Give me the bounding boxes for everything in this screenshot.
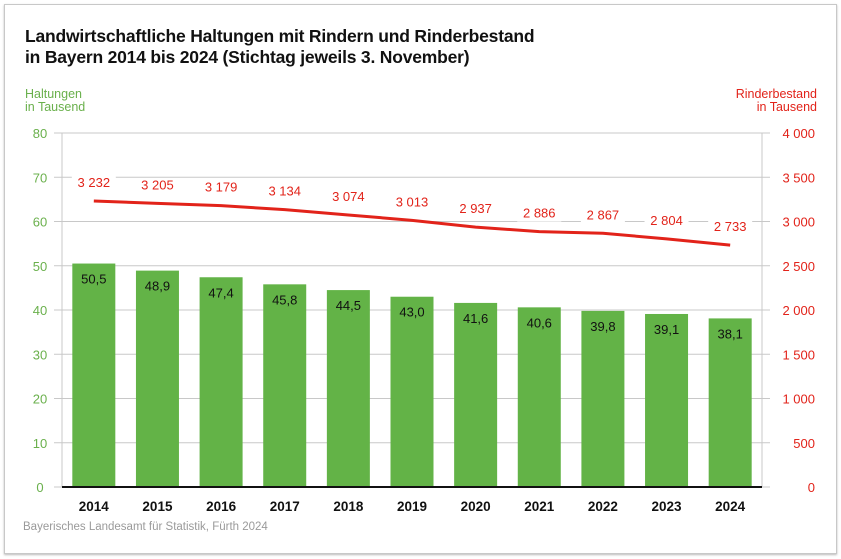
left-tick-label: 70 (33, 170, 47, 185)
bar-2015 (135, 270, 179, 487)
line-label-background (71, 175, 116, 191)
right-tick-label: 2 000 (782, 303, 815, 318)
line-label-background (644, 213, 689, 229)
line-value-label: 2 804 (650, 213, 683, 228)
line-value-label: 3 013 (396, 194, 429, 209)
line-label-background (517, 206, 562, 222)
line-value-label: 2 867 (587, 207, 620, 222)
chart-title: Landwirtschaftliche Haltungen mit Rinder… (25, 26, 535, 68)
right-tick-label: 3 500 (782, 170, 815, 185)
bar-2019 (390, 296, 434, 487)
line-value-label: 2 937 (459, 201, 492, 216)
right-tick-label: 0 (808, 480, 815, 495)
right-tick-label: 500 (793, 436, 815, 451)
right-tick-label: 1 500 (782, 347, 815, 362)
bar-2017 (263, 284, 307, 487)
bar-2018 (326, 290, 370, 487)
chart-title-line2: in Bayern 2014 bis 2024 (Stichtag jeweil… (25, 47, 470, 67)
right-tick-label: 1 000 (782, 392, 815, 407)
bar-2020 (454, 302, 498, 487)
right-tick-label: 3 000 (782, 215, 815, 230)
x-tick-label: 2023 (652, 499, 683, 514)
line-value-label: 2 886 (523, 206, 556, 221)
line-label-background (199, 180, 244, 196)
line-rinderbestand (93, 199, 731, 247)
bar-value-label: 40,6 (527, 315, 552, 330)
left-tick-label: 10 (33, 436, 47, 451)
left-tick-label: 0 (36, 480, 43, 495)
bar-value-label: 38,1 (718, 326, 743, 341)
right-axis-label-line1: Rinderbestand (735, 87, 817, 101)
bar-value-label: 48,9 (145, 279, 170, 294)
bar-2016 (199, 277, 243, 487)
bar-2014 (72, 263, 116, 487)
line-value-label: 3 074 (332, 189, 365, 204)
left-axis-label-line2: in Tausend (25, 100, 86, 114)
left-tick-label: 60 (33, 215, 47, 230)
line-value-label: 3 134 (268, 184, 301, 199)
bar-2023 (645, 313, 689, 487)
bar-value-label: 50,5 (81, 272, 106, 287)
x-tick-label: 2024 (715, 499, 746, 514)
x-tick-label: 2022 (588, 499, 618, 514)
right-axis-label-line2: in Tausend (756, 100, 817, 114)
line-label-background (390, 195, 434, 211)
bar-value-label: 44,5 (336, 298, 361, 313)
line-label-background (135, 178, 180, 194)
left-tick-label: 50 (33, 259, 47, 274)
bar-2024 (708, 318, 752, 487)
x-tick-label: 2019 (397, 499, 427, 514)
line-label-background (580, 208, 625, 224)
line-value-label: 2 733 (714, 219, 747, 234)
left-tick-label: 20 (33, 392, 47, 407)
bar-value-label: 39,8 (590, 319, 615, 334)
line-value-label: 3 205 (141, 177, 174, 192)
chart-frame (4, 4, 837, 554)
bar-value-label: 45,8 (272, 292, 297, 307)
bar-value-label: 41,6 (463, 311, 488, 326)
line-label-background (326, 189, 371, 205)
left-tick-label: 40 (33, 303, 47, 318)
bar-value-label: 39,1 (654, 322, 679, 337)
line-label-background (708, 220, 753, 236)
line-value-label: 3 179 (205, 180, 238, 195)
right-tick-label: 4 000 (782, 126, 815, 141)
bar-2022 (581, 310, 625, 487)
x-tick-label: 2015 (142, 499, 173, 514)
x-tick-label: 2014 (79, 499, 110, 514)
left-axis-label-line1: Haltungen (25, 87, 82, 101)
right-tick-label: 2 500 (782, 259, 815, 274)
line-label-background (453, 202, 498, 218)
x-tick-label: 2021 (524, 499, 555, 514)
left-tick-label: 80 (33, 126, 47, 141)
line-value-label: 3 232 (78, 175, 111, 190)
line-label-background (262, 184, 307, 200)
bar-value-label: 43,0 (399, 305, 424, 320)
x-tick-label: 2020 (461, 499, 491, 514)
x-tick-label: 2017 (270, 499, 300, 514)
x-tick-label: 2016 (206, 499, 237, 514)
chart-title-line1: Landwirtschaftliche Haltungen mit Rinder… (25, 26, 535, 46)
left-axis-label: Haltungen in Tausend (25, 88, 85, 114)
source-note: Bayerisches Landesamt für Statistik, Für… (23, 521, 268, 533)
x-tick-label: 2018 (333, 499, 364, 514)
bar-value-label: 47,4 (208, 285, 233, 300)
bar-2021 (517, 307, 561, 487)
left-tick-label: 30 (33, 347, 47, 362)
right-axis-label: Rinderbestand in Tausend (736, 88, 817, 114)
